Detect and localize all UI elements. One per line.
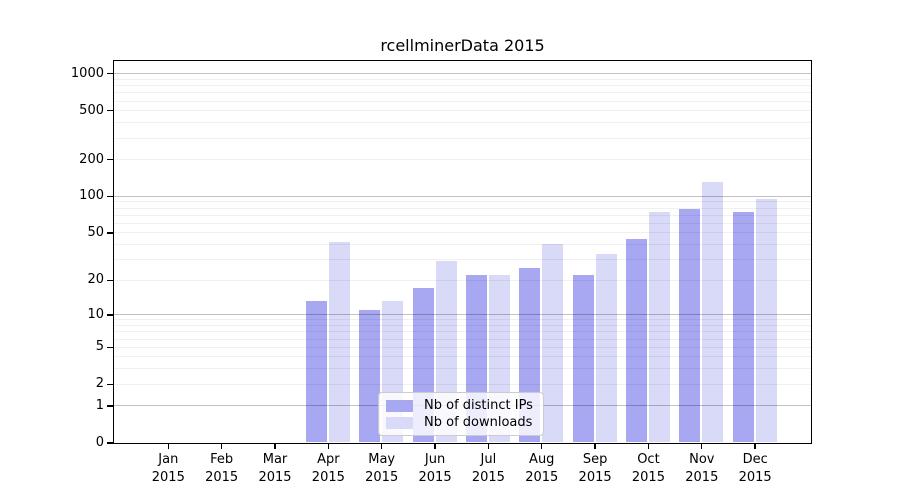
y-tick-mark <box>107 279 114 281</box>
y-tick-mark <box>107 232 114 234</box>
y-tick-mark <box>107 383 114 385</box>
y-tick-mark <box>107 405 114 407</box>
y-tick-label: 5 <box>95 339 104 355</box>
minor-gridline <box>113 100 811 102</box>
bar-downloads <box>702 181 724 443</box>
legend-item-downloads: Nb of downloads <box>386 414 539 431</box>
minor-gridline <box>113 78 811 80</box>
x-tick-label: Feb 2015 <box>205 452 239 485</box>
x-tick-label: May 2015 <box>365 452 399 485</box>
major-gridline <box>113 73 811 75</box>
x-tick-mark <box>381 443 383 449</box>
y-tick-mark <box>107 346 114 348</box>
bar-distinct-ips <box>625 239 647 443</box>
x-tick-mark <box>487 443 490 449</box>
x-tick-label: Apr 2015 <box>311 452 345 485</box>
x-tick-mark <box>220 443 223 449</box>
y-tick-mark <box>107 73 114 75</box>
legend-swatch-downloads <box>386 416 413 429</box>
y-tick-label: 100 <box>79 188 104 204</box>
x-tick-label: Dec 2015 <box>738 452 772 485</box>
bar-distinct-ips <box>732 211 754 443</box>
legend-label-downloads: Nb of downloads <box>424 415 533 430</box>
chart-title: rcellminerData 2015 <box>380 36 545 55</box>
x-tick-label: Jan 2015 <box>151 452 185 485</box>
minor-gridline <box>113 137 811 139</box>
minor-gridline <box>113 110 811 112</box>
bar-downloads <box>595 254 617 443</box>
y-tick-label: 10 <box>87 306 104 322</box>
x-tick-mark <box>647 443 650 449</box>
x-tick-mark <box>274 443 276 449</box>
plot-area <box>112 59 812 444</box>
y-tick-mark <box>107 314 114 316</box>
y-tick-label: 500 <box>79 102 104 118</box>
y-tick-label: 1 <box>95 397 104 413</box>
y-tick-mark <box>107 110 114 112</box>
y-tick-label: 200 <box>79 151 104 167</box>
minor-gridline <box>113 85 811 87</box>
x-tick-label: Oct 2015 <box>631 452 665 485</box>
x-tick-mark <box>541 443 543 449</box>
y-tick-mark <box>107 195 114 198</box>
legend: Nb of distinct IPs Nb of downloads <box>378 392 544 436</box>
y-tick-label: 50 <box>87 224 104 240</box>
legend-item-distinct-ips: Nb of distinct IPs <box>386 397 539 414</box>
x-tick-mark <box>754 443 756 449</box>
x-tick-label: Jun 2015 <box>418 452 452 485</box>
minor-gridline <box>113 122 811 124</box>
bar-downloads <box>648 211 670 443</box>
bar-distinct-ips <box>359 309 381 443</box>
x-tick-label: Sep 2015 <box>578 452 612 485</box>
x-tick-label: Mar 2015 <box>258 452 292 485</box>
legend-swatch-distinct-ips <box>386 399 413 412</box>
y-tick-label: 2 <box>95 376 104 392</box>
x-tick-label: Aug 2015 <box>525 452 559 485</box>
y-tick-label: 1000 <box>70 65 104 81</box>
minor-gridline <box>113 92 811 94</box>
y-tick-label: 0 <box>95 435 104 450</box>
x-tick-mark <box>434 443 436 449</box>
x-tick-mark <box>167 443 169 449</box>
x-tick-mark <box>594 443 596 449</box>
y-tick-mark <box>107 158 114 161</box>
bar-distinct-ips <box>305 301 327 443</box>
minor-gridline <box>113 159 811 161</box>
y-tick-label: 20 <box>87 272 104 288</box>
x-tick-label: Jul 2015 <box>471 452 505 485</box>
bar-downloads <box>328 241 350 443</box>
bar-distinct-ips <box>679 208 701 443</box>
bar-distinct-ips <box>572 274 594 443</box>
y-tick-mark <box>107 442 114 444</box>
x-tick-mark <box>327 443 330 449</box>
x-tick-mark <box>701 443 703 449</box>
x-tick-label: Nov 2015 <box>685 452 719 485</box>
legend-label-distinct-ips: Nb of distinct IPs <box>424 398 533 413</box>
bar-downloads <box>755 198 777 443</box>
bar-downloads <box>542 244 564 443</box>
